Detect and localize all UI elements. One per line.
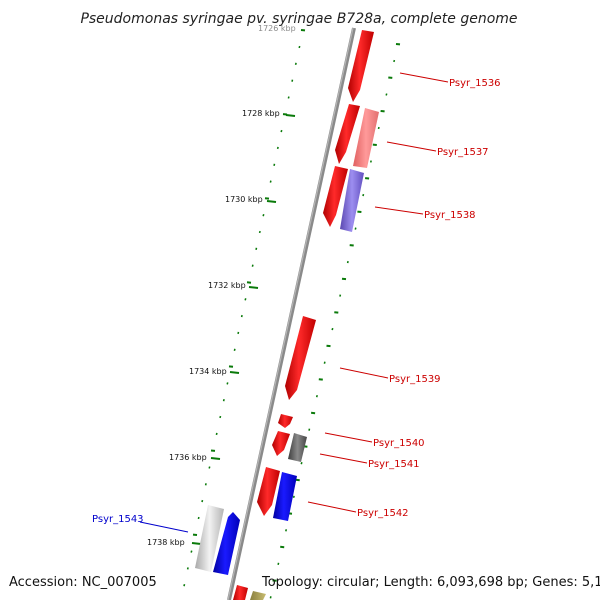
gene-psyr-1537[interactable] — [335, 104, 360, 164]
gene-psyr-1536[interactable] — [348, 30, 374, 102]
gene-psyr-1543[interactable] — [195, 505, 224, 572]
ruler-label-1730: 1730 kbp — [225, 195, 263, 204]
ruler-label-1738: 1738 kbp — [147, 538, 185, 547]
gene-psyr-1542-blue — [273, 472, 297, 521]
ruler-label-1734: 1734 kbp — [189, 367, 227, 376]
gene-psyr-1543-blue — [213, 512, 240, 575]
ruler-tick-track — [183, 29, 306, 587]
accession-text: Accession: NC_007005 — [9, 575, 157, 590]
gene-label-psyr-1538[interactable]: Psyr_1538 — [424, 210, 476, 221]
ruler-label-1732: 1732 kbp — [208, 281, 246, 290]
gene-psyr-1540[interactable] — [278, 414, 293, 428]
genome-summary-text: Topology: circular; Length: 6,093,698 bp… — [261, 575, 600, 590]
ruler-label-1728: 1728 kbp — [242, 109, 280, 118]
gene-psyr-1538-shadow — [340, 169, 364, 232]
gene-psyr-1541-shadow — [288, 433, 307, 462]
gene-partial-bottom-2 — [250, 591, 266, 600]
gene-psyr-1539[interactable] — [285, 316, 316, 400]
gene-label-psyr-1537[interactable]: Psyr_1537 — [437, 147, 489, 158]
gene-label-psyr-1539[interactable]: Psyr_1539 — [389, 374, 441, 385]
outer-tick-track — [269, 43, 401, 599]
gene-psyr-1541[interactable] — [272, 431, 290, 456]
gene-features — [195, 30, 379, 600]
gene-psyr-1538[interactable] — [323, 166, 348, 227]
ruler-labels: 1728 kbp 1730 kbp 1732 kbp 1734 kbp 1736… — [147, 109, 296, 547]
genome-backbone — [227, 27, 356, 600]
gene-labels: Psyr_1536 Psyr_1537 Psyr_1538 Psyr_1539 … — [92, 72, 501, 533]
map-title: Pseudomonas syringae pv. syringae B728a,… — [80, 11, 517, 27]
gene-label-psyr-1542[interactable]: Psyr_1542 — [357, 508, 409, 519]
gene-psyr-1542[interactable] — [257, 467, 280, 516]
gene-partial-bottom — [233, 585, 248, 600]
genome-backbone-highlight — [227, 27, 354, 600]
gene-label-psyr-1536[interactable]: Psyr_1536 — [449, 78, 501, 89]
gene-psyr-1537-shadow — [353, 108, 379, 168]
gene-label-psyr-1540[interactable]: Psyr_1540 — [373, 438, 425, 449]
ruler-label-1736: 1736 kbp — [169, 453, 207, 462]
ruler-label-partial: 1726 kbp — [258, 24, 296, 33]
gene-label-psyr-1541[interactable]: Psyr_1541 — [368, 459, 420, 470]
gene-label-psyr-1543[interactable]: Psyr_1543 — [92, 514, 144, 525]
